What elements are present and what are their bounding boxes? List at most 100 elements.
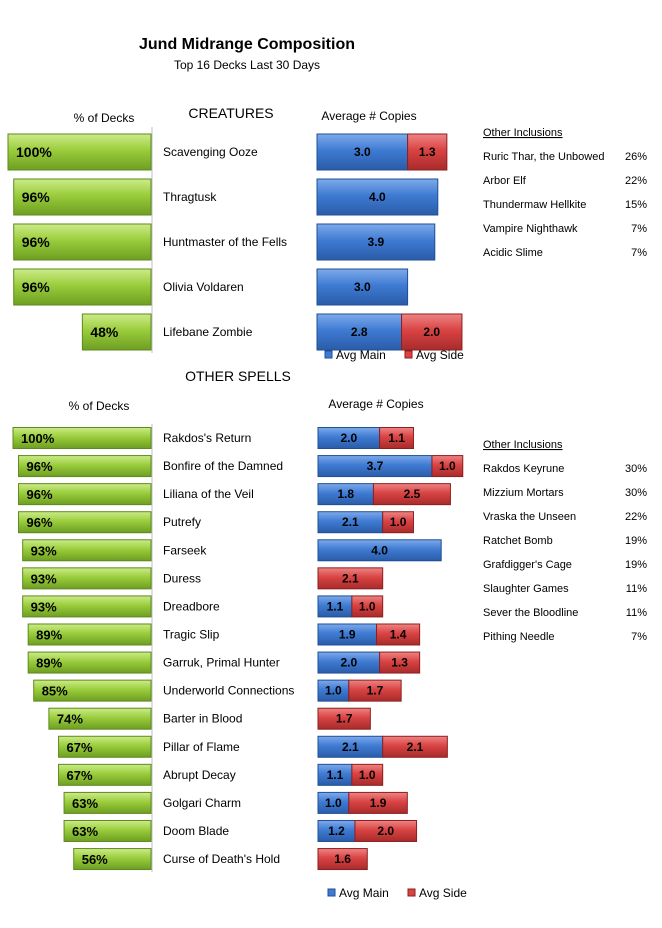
avg-side-label: 1.9 — [370, 796, 387, 810]
other-inclusion-pct: 15% — [625, 199, 647, 211]
avg-side-bar — [376, 623, 421, 646]
category-label: Bonfire of the Damned — [163, 459, 283, 473]
avg-main-label: 3.0 — [354, 145, 371, 159]
legend-main-swatch — [327, 888, 336, 897]
pct-bar — [13, 223, 152, 261]
avg-side-label: 2.5 — [404, 487, 421, 501]
pct-bar — [63, 791, 152, 814]
avg-side-label: 1.0 — [359, 768, 376, 782]
pct-bar-label: 89% — [36, 656, 62, 671]
avg-side-bar — [354, 819, 418, 842]
other-inclusion-name: Thundermaw Hellkite — [483, 199, 586, 211]
avg-side-bar — [407, 133, 448, 171]
avg-side-label: 1.1 — [388, 431, 405, 445]
avg-side-label: 2.0 — [377, 824, 394, 838]
pct-bar-label: 96% — [27, 515, 53, 530]
other-inclusion-name: Vraska the Unseen — [483, 511, 576, 523]
avg-side-bar — [431, 455, 464, 478]
other-inclusion-name: Vampire Nighthawk — [483, 223, 578, 235]
avg-side-bar — [317, 848, 368, 871]
pct-bar-label: 85% — [42, 684, 68, 699]
avg-main-label: 1.1 — [327, 599, 344, 613]
pct-bar-label: 96% — [22, 279, 51, 295]
pct-bar — [12, 427, 152, 449]
pct-bar-label: 63% — [72, 824, 98, 839]
pct-bar — [33, 679, 152, 702]
pct-bar-label: 67% — [67, 740, 93, 755]
avg-main-label: 2.1 — [342, 740, 359, 754]
avg-side-label: 1.4 — [390, 627, 407, 641]
other-inclusion-name: Grafdigger's Cage — [483, 559, 572, 571]
other-inclusion-name: Pithing Needle — [483, 631, 555, 643]
pct-bar-label: 96% — [27, 487, 53, 502]
pct-bar — [7, 133, 152, 171]
legend-side-swatch — [404, 350, 413, 359]
other-inclusion-pct: 19% — [625, 535, 647, 547]
category-label: Abrupt Decay — [163, 768, 236, 782]
avg-main-label: 2.0 — [340, 656, 357, 670]
creatures-copies-header: Average # Copies — [321, 109, 416, 123]
avg-side-bar — [401, 313, 463, 351]
other-inclusion-pct: 19% — [625, 559, 647, 571]
avg-main-label: 1.8 — [337, 487, 354, 501]
pct-bar-label: 100% — [21, 431, 55, 446]
legend-main-label: Avg Main — [339, 886, 389, 900]
avg-side-bar — [379, 651, 421, 674]
category-label: Underworld Connections — [163, 684, 294, 698]
avg-main-label: 4.0 — [371, 543, 388, 557]
pct-bar-label: 96% — [22, 234, 51, 250]
other-inclusion-pct: 22% — [625, 175, 647, 187]
avg-main-label: 3.9 — [368, 235, 385, 249]
avg-side-bar — [382, 735, 448, 758]
spells-pct-header: % of Decks — [69, 399, 130, 413]
category-label: Tragic Slip — [163, 627, 220, 641]
category-label: Liliana of the Veil — [163, 487, 254, 501]
legend-main-label: Avg Main — [336, 348, 386, 362]
category-label: Thragtusk — [163, 190, 217, 204]
pct-bar-label: 93% — [31, 599, 57, 614]
avg-main-bar — [316, 313, 403, 351]
pct-bar — [22, 539, 152, 562]
pct-bar — [22, 595, 152, 618]
category-label: Golgari Charm — [163, 796, 241, 810]
pct-bar — [18, 455, 152, 478]
pct-bar-label: 96% — [27, 459, 53, 474]
pct-bar-label: 74% — [57, 712, 83, 727]
avg-side-label: 1.3 — [419, 145, 436, 159]
chart-marks: 100% Scavenging Ooze 3.0 1.3 96% Thragtusk 4.0… — [7, 133, 647, 900]
pct-bar-label: 48% — [90, 324, 119, 340]
category-label: Putrefy — [163, 515, 201, 529]
avg-main-label: 1.2 — [328, 824, 345, 838]
avg-side-bar — [379, 427, 414, 449]
other-inclusion-pct: 11% — [626, 583, 647, 595]
creatures-pct-header: % of Decks — [74, 111, 135, 125]
category-label: Dreadbore — [163, 599, 220, 613]
category-label: Curse of Death's Hold — [163, 852, 280, 866]
pct-bar — [48, 707, 152, 730]
avg-main-bar — [317, 539, 442, 562]
category-label: Barter in Blood — [163, 712, 242, 726]
category-label: Huntmaster of the Fells — [163, 235, 287, 249]
avg-side-bar — [317, 567, 384, 590]
pct-bar-label: 93% — [31, 571, 57, 586]
pct-bar-label: 63% — [72, 796, 98, 811]
pct-bar — [58, 763, 152, 786]
avg-side-bar — [372, 483, 451, 506]
spells-other-title: Other Inclusions — [483, 439, 563, 451]
other-inclusion-name: Acidic Slime — [483, 247, 543, 259]
legend-side-label: Avg Side — [419, 886, 467, 900]
legend-main-swatch — [324, 350, 333, 359]
category-label: Scavenging Ooze — [163, 145, 258, 159]
other-inclusion-name: Rakdos Keyrune — [483, 463, 564, 475]
other-inclusion-pct: 26% — [625, 151, 647, 163]
avg-side-bar — [351, 763, 384, 786]
chart-title: Jund Midrange Composition — [139, 36, 355, 53]
other-inclusion-pct: 7% — [631, 223, 647, 235]
category-label: Doom Blade — [163, 824, 229, 838]
pct-bar-label: 96% — [22, 189, 51, 205]
pct-bar — [81, 313, 152, 351]
category-label: Duress — [163, 571, 201, 585]
chart-subtitle: Top 16 Decks Last 30 Days — [174, 58, 320, 72]
avg-main-label: 1.0 — [325, 684, 342, 698]
pct-bar — [27, 651, 152, 674]
